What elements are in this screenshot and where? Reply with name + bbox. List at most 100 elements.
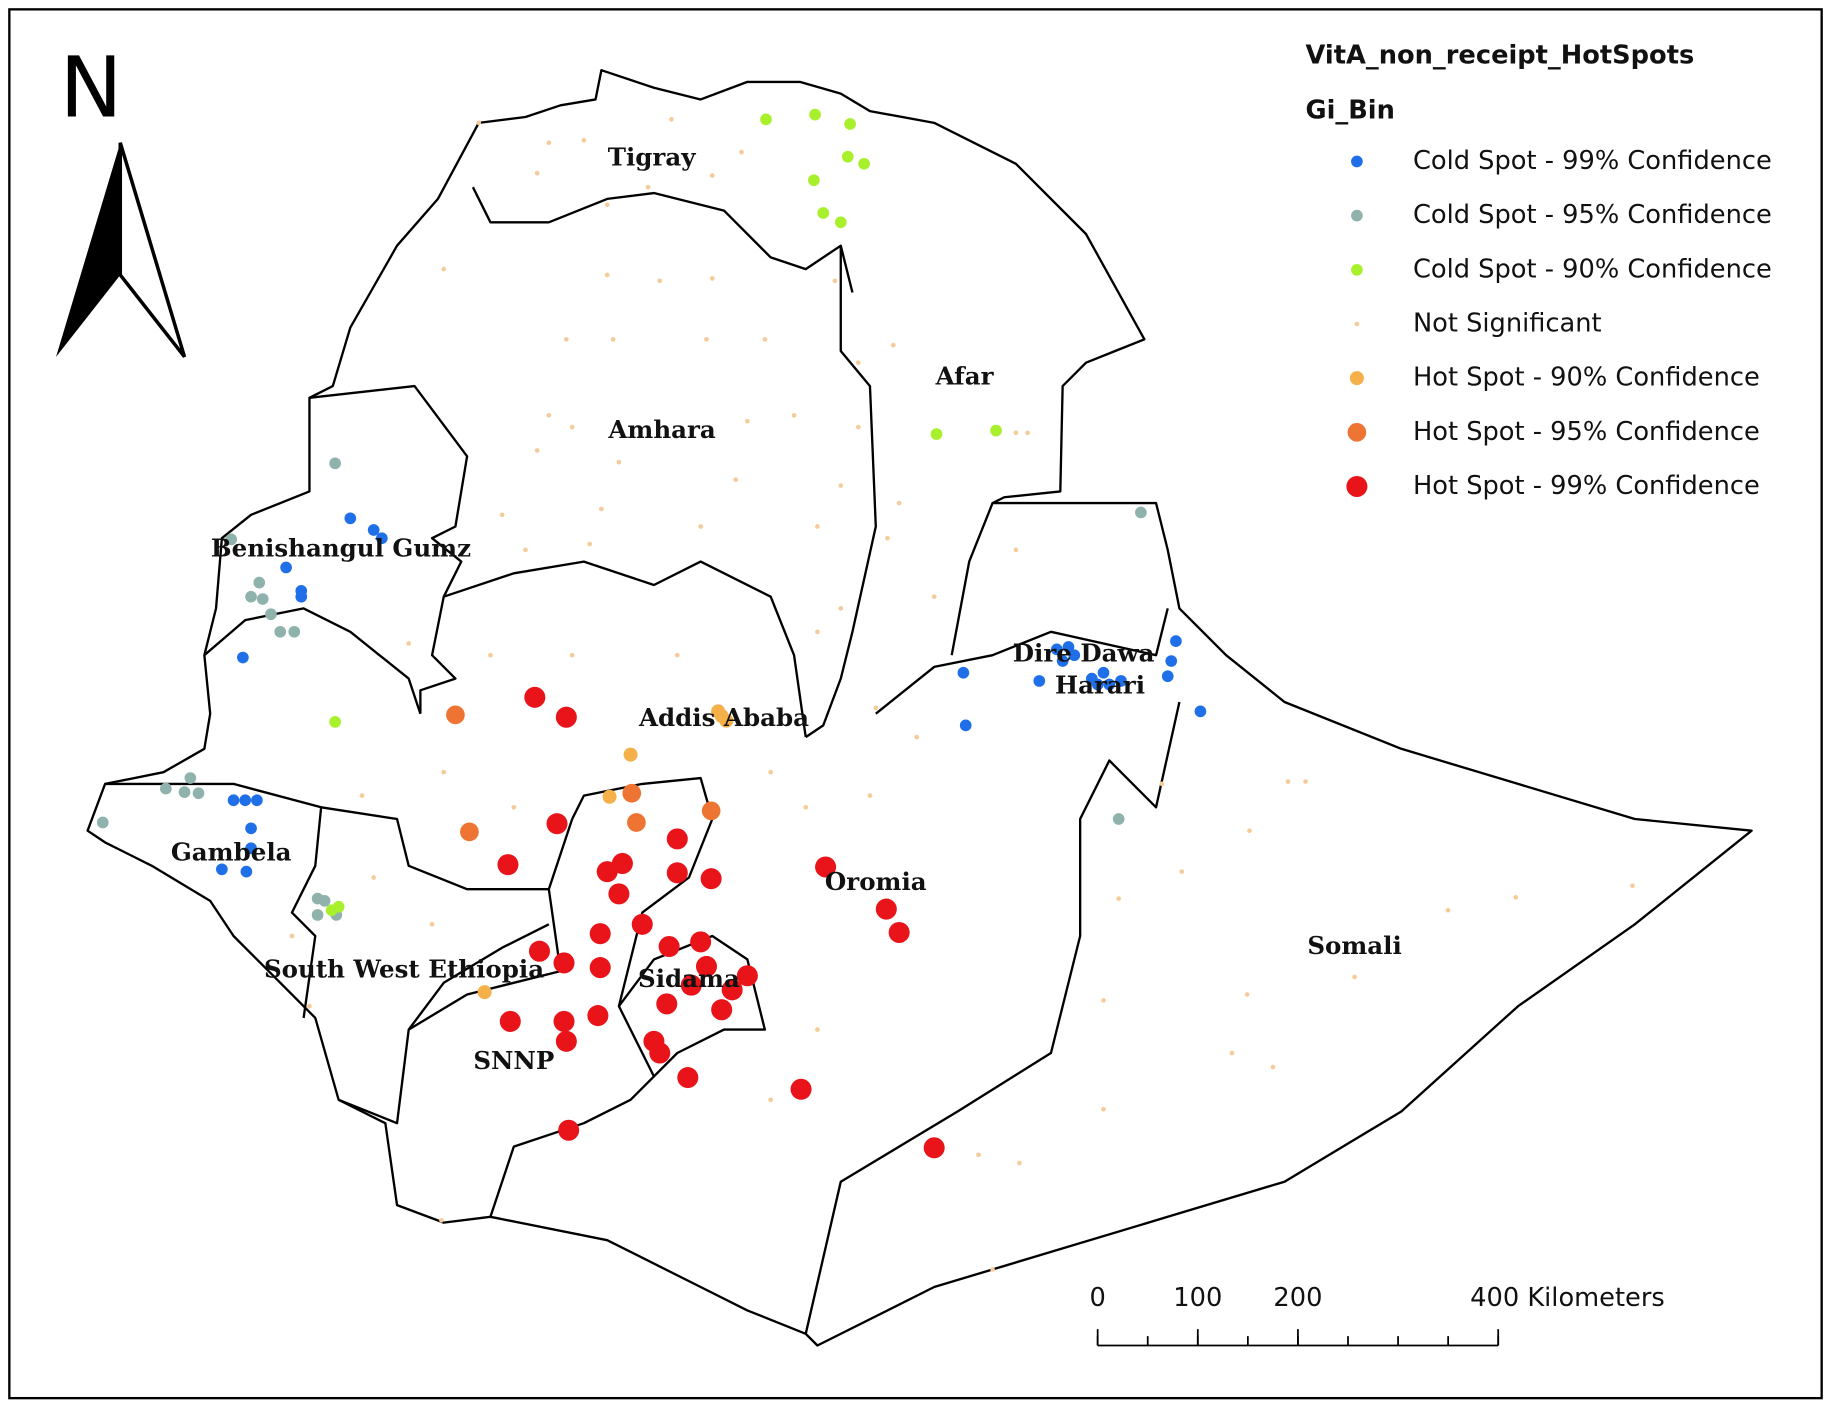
point <box>838 606 844 611</box>
point <box>227 794 240 807</box>
point <box>890 342 896 348</box>
point <box>610 336 616 342</box>
point <box>604 202 610 208</box>
region-label: Tigray <box>608 143 696 172</box>
point <box>677 1067 699 1089</box>
point <box>265 608 277 621</box>
region-border <box>805 245 877 739</box>
point <box>225 533 238 546</box>
region-label: Sidama <box>638 964 740 993</box>
point <box>476 120 482 126</box>
legend-label: Hot Spot - 99% Confidence <box>1413 471 1760 501</box>
point <box>159 782 172 795</box>
point <box>875 898 897 920</box>
legend-label: Cold Spot - 90% Confidence <box>1413 254 1772 284</box>
point <box>627 813 646 832</box>
point <box>1062 641 1075 653</box>
point <box>1116 896 1122 901</box>
point <box>611 852 633 874</box>
point <box>704 336 709 342</box>
point <box>441 266 447 272</box>
point <box>976 1152 981 1158</box>
point <box>439 1217 444 1223</box>
point <box>239 794 252 807</box>
point <box>555 706 577 728</box>
point <box>523 547 528 553</box>
point <box>745 418 750 424</box>
point <box>564 336 569 342</box>
point <box>589 957 611 979</box>
point <box>1025 430 1030 436</box>
legend-title: VitA_non_receipt_HotSpots <box>1306 41 1695 71</box>
region-label: Amhara <box>607 415 716 444</box>
point <box>1017 1160 1022 1166</box>
legend-marker <box>1351 263 1363 276</box>
point <box>657 278 663 284</box>
point <box>1303 779 1308 784</box>
point <box>1013 430 1019 436</box>
legend-marker <box>1347 422 1367 442</box>
region-border <box>489 776 714 1218</box>
point <box>184 772 197 784</box>
point <box>1101 1106 1106 1112</box>
region-border <box>950 502 994 656</box>
point <box>581 138 587 143</box>
point <box>841 150 854 163</box>
legend-marker <box>1351 155 1363 168</box>
point <box>838 483 844 488</box>
legend-subtitle: Gi_Bin <box>1306 96 1395 126</box>
point <box>873 705 879 711</box>
point <box>736 965 758 987</box>
region-border <box>105 782 323 1019</box>
point <box>1103 678 1116 691</box>
point <box>553 952 575 974</box>
point <box>307 1003 312 1009</box>
point <box>680 974 702 996</box>
region-label: Gambela <box>171 838 292 867</box>
point <box>1285 779 1291 784</box>
point <box>817 207 830 219</box>
legend-label: Cold Spot - 95% Confidence <box>1413 200 1772 230</box>
point <box>1135 506 1147 519</box>
point <box>1630 883 1635 889</box>
point <box>1179 869 1185 874</box>
point <box>855 360 861 366</box>
point <box>1161 670 1174 683</box>
point <box>815 629 820 635</box>
point <box>553 1010 575 1032</box>
point <box>441 769 447 775</box>
point <box>608 883 630 905</box>
point <box>569 424 575 430</box>
point <box>446 705 465 725</box>
point <box>240 865 253 878</box>
point <box>1050 643 1063 656</box>
legend-label: Not Significant <box>1413 308 1602 338</box>
legend-label: Hot Spot - 95% Confidence <box>1413 417 1760 447</box>
legend-marker <box>1346 475 1368 498</box>
region-label: Afar <box>935 361 995 390</box>
point <box>406 641 412 646</box>
point <box>616 459 622 465</box>
point <box>251 794 263 807</box>
point <box>914 734 920 740</box>
point <box>329 457 341 470</box>
legend-label: Cold Spot - 99% Confidence <box>1413 146 1772 176</box>
point <box>534 448 540 453</box>
region-border <box>804 701 1181 1335</box>
point <box>497 854 519 876</box>
point <box>245 842 257 855</box>
point <box>711 999 733 1021</box>
point <box>658 936 680 958</box>
point <box>256 593 269 605</box>
point <box>815 524 820 529</box>
region-label: SNNP <box>473 1046 554 1075</box>
point <box>808 174 820 187</box>
region-borders <box>105 186 1181 1335</box>
region-border <box>320 806 549 891</box>
point <box>791 413 797 418</box>
point <box>371 875 377 880</box>
point <box>855 424 861 430</box>
point <box>524 686 546 708</box>
point <box>599 506 604 512</box>
point <box>1170 635 1182 648</box>
